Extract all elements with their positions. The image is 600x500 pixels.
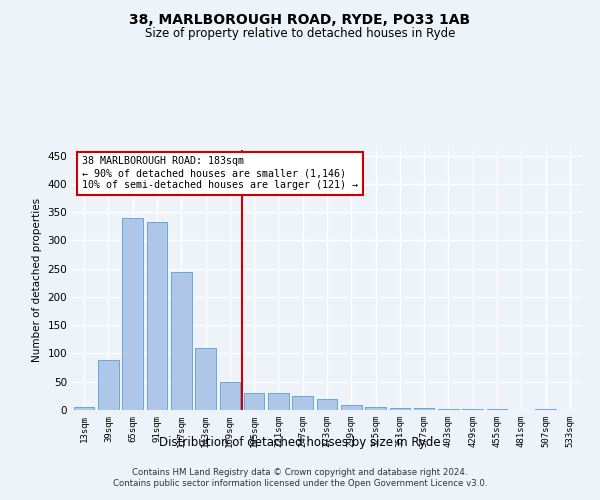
Bar [98, 360, 119, 410]
Bar [341, 405, 362, 410]
Bar [414, 408, 434, 410]
Text: 38 MARLBOROUGH ROAD: 183sqm
← 90% of detached houses are smaller (1,146)
10% of : 38 MARLBOROUGH ROAD: 183sqm ← 90% of det… [82, 156, 358, 190]
Bar [220, 382, 240, 410]
Bar [195, 348, 216, 410]
Text: Size of property relative to detached houses in Ryde: Size of property relative to detached ho… [145, 28, 455, 40]
Text: Distribution of detached houses by size in Ryde: Distribution of detached houses by size … [159, 436, 441, 449]
Bar [292, 396, 313, 410]
Bar [122, 218, 143, 410]
Bar [389, 408, 410, 410]
Y-axis label: Number of detached properties: Number of detached properties [32, 198, 42, 362]
Bar [244, 393, 265, 410]
Bar [438, 409, 459, 410]
Text: 38, MARLBOROUGH ROAD, RYDE, PO33 1AB: 38, MARLBOROUGH ROAD, RYDE, PO33 1AB [130, 12, 470, 26]
Bar [146, 222, 167, 410]
Text: Contains HM Land Registry data © Crown copyright and database right 2024.: Contains HM Land Registry data © Crown c… [132, 468, 468, 477]
Bar [171, 272, 191, 410]
Bar [268, 393, 289, 410]
Bar [365, 407, 386, 410]
Bar [74, 407, 94, 410]
Bar [317, 400, 337, 410]
Text: Contains public sector information licensed under the Open Government Licence v3: Contains public sector information licen… [113, 480, 487, 488]
